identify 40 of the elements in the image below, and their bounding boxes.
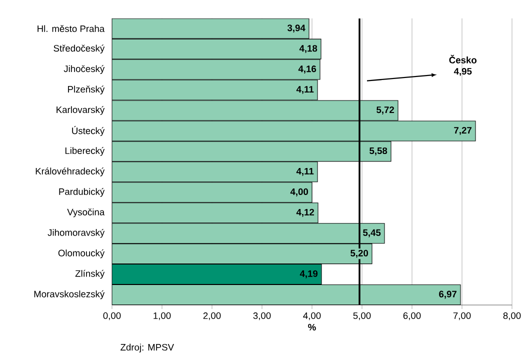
ref-line-label: Česko 4,95 — [449, 54, 477, 76]
data-label: 4,19 — [300, 270, 318, 278]
data-label: 5,45 — [363, 229, 381, 238]
data-label: 6,97 — [439, 290, 456, 299]
y-tick-label: Jihomoravský — [48, 228, 105, 238]
y-tick-label: Vysočina — [67, 208, 105, 218]
x-tick-label: 4,00 — [303, 312, 321, 320]
y-tick-label: Olomoucký — [58, 249, 105, 258]
text: Zdroj: MPSV — [120, 344, 174, 352]
data-label: 5,72 — [376, 106, 394, 114]
x-axis-title: % — [308, 324, 316, 330]
y-tick-label: Pardubický — [59, 188, 105, 197]
y-tick-label: Zlínský — [75, 270, 105, 279]
x-tick-label: 1,00 — [154, 312, 171, 320]
data-label: 4,11 — [296, 86, 314, 94]
x-tick-label: 3,00 — [253, 312, 271, 320]
x-tick-label: 6,00 — [403, 312, 421, 320]
y-tick-label: Jihočeský — [64, 65, 105, 74]
data-label: 7,27 — [454, 126, 472, 135]
data-label: 5,20 — [350, 250, 368, 258]
data-label: 4,00 — [290, 188, 308, 196]
y-tick-label: Karlovarský — [56, 106, 105, 115]
y-tick-label: Liberecký — [65, 147, 105, 156]
data-label: 4,16 — [298, 66, 316, 74]
data-label: 3,94 — [287, 24, 306, 33]
y-tick-label: Ústecký — [72, 126, 105, 136]
data-label: 4,18 — [299, 45, 318, 54]
x-tick-label: 0,00 — [103, 312, 121, 320]
x-tick-label: 5,00 — [353, 312, 371, 320]
data-label: 4,11 — [296, 168, 314, 176]
y-tick-label: Moravskoslezský — [34, 290, 105, 300]
y-tick-label: Plzeňský — [68, 86, 105, 94]
y-tick-label: Středočeský — [54, 44, 105, 54]
data-label: 5,58 — [370, 147, 388, 156]
data-label: 4,12 — [296, 208, 314, 217]
x-tick-label: 2,00 — [203, 312, 221, 320]
x-tick-label: 7,00 — [453, 312, 471, 320]
x-tick-label: 8,00 — [503, 312, 521, 320]
y-tick-label: Královéhradecký — [36, 168, 105, 176]
y-tick-label: Hl. město Praha — [38, 25, 105, 32]
